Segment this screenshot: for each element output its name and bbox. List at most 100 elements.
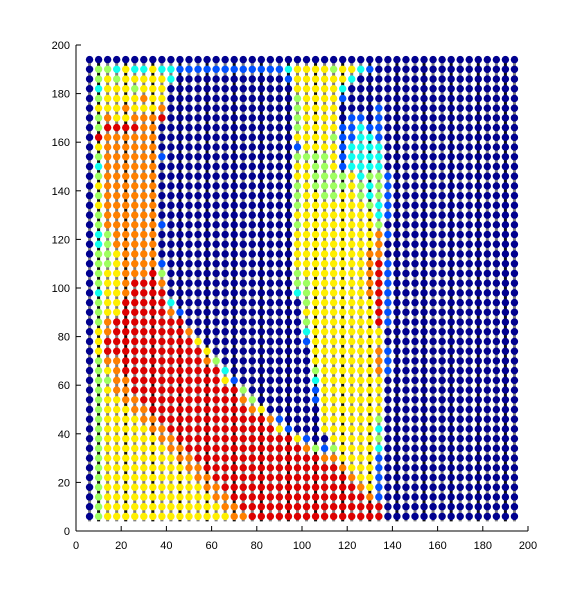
- data-point: [321, 114, 328, 121]
- data-point: [258, 231, 265, 238]
- x-tick-label: 180: [474, 540, 492, 552]
- data-point: [95, 260, 102, 267]
- data-point: [167, 318, 174, 325]
- data-point: [194, 435, 201, 442]
- data-point: [402, 396, 409, 403]
- data-point: [393, 367, 400, 374]
- data-point: [457, 270, 464, 277]
- data-point: [122, 357, 129, 364]
- data-point: [466, 114, 473, 121]
- data-point: [149, 163, 156, 170]
- data-point: [357, 143, 364, 150]
- data-point: [113, 299, 120, 306]
- data-point: [140, 173, 147, 180]
- data-point: [312, 484, 319, 491]
- data-point: [221, 464, 228, 471]
- data-point: [475, 464, 482, 471]
- data-point: [140, 454, 147, 461]
- data-point: [321, 454, 328, 461]
- data-point: [321, 299, 328, 306]
- data-point: [276, 163, 283, 170]
- data-point: [484, 192, 491, 199]
- data-point: [104, 153, 111, 160]
- data-point: [357, 445, 364, 452]
- data-point: [321, 211, 328, 218]
- data-point: [140, 163, 147, 170]
- data-point: [366, 163, 373, 170]
- data-point: [393, 357, 400, 364]
- data-point: [176, 260, 183, 267]
- data-point: [312, 56, 319, 63]
- data-point: [158, 347, 165, 354]
- data-point: [420, 241, 427, 248]
- data-point: [149, 279, 156, 286]
- data-point: [366, 454, 373, 461]
- data-point: [194, 425, 201, 432]
- data-point: [411, 318, 418, 325]
- data-point: [493, 513, 500, 520]
- data-point: [294, 114, 301, 121]
- data-point: [366, 318, 373, 325]
- data-point: [185, 513, 192, 520]
- data-point: [203, 250, 210, 257]
- data-point: [258, 241, 265, 248]
- data-point: [231, 279, 238, 286]
- data-point: [511, 192, 518, 199]
- x-tick-label: 40: [160, 540, 172, 552]
- data-point: [393, 396, 400, 403]
- data-point: [249, 153, 256, 160]
- data-point: [375, 377, 382, 384]
- data-point: [113, 454, 120, 461]
- data-point: [321, 338, 328, 345]
- data-point: [131, 192, 138, 199]
- data-point: [212, 425, 219, 432]
- data-point: [167, 474, 174, 481]
- data-point: [140, 416, 147, 423]
- data-point: [312, 474, 319, 481]
- data-point: [185, 153, 192, 160]
- data-point: [212, 396, 219, 403]
- data-point: [339, 406, 346, 413]
- data-point: [140, 56, 147, 63]
- data-point: [294, 241, 301, 248]
- data-point: [149, 425, 156, 432]
- data-point: [104, 211, 111, 218]
- data-point: [294, 289, 301, 296]
- data-point: [285, 153, 292, 160]
- data-point: [86, 513, 93, 520]
- data-point: [321, 153, 328, 160]
- data-point: [484, 357, 491, 364]
- data-point: [384, 56, 391, 63]
- data-point: [258, 377, 265, 384]
- data-point: [203, 270, 210, 277]
- data-point: [95, 192, 102, 199]
- data-point: [294, 503, 301, 510]
- data-point: [140, 299, 147, 306]
- data-point: [457, 163, 464, 170]
- data-point: [258, 484, 265, 491]
- data-point: [339, 289, 346, 296]
- data-point: [312, 338, 319, 345]
- data-point: [502, 289, 509, 296]
- data-point: [285, 396, 292, 403]
- data-point: [312, 95, 319, 102]
- data-point: [348, 299, 355, 306]
- data-point: [212, 104, 219, 111]
- data-point: [312, 124, 319, 131]
- data-point: [149, 241, 156, 248]
- data-point: [429, 250, 436, 257]
- data-point: [457, 192, 464, 199]
- data-point: [457, 386, 464, 393]
- data-point: [113, 396, 120, 403]
- data-point: [95, 289, 102, 296]
- data-point: [484, 377, 491, 384]
- data-point: [240, 211, 247, 218]
- data-point: [447, 357, 454, 364]
- data-point: [466, 445, 473, 452]
- data-point: [339, 338, 346, 345]
- data-point: [393, 289, 400, 296]
- data-point: [86, 454, 93, 461]
- data-point: [375, 182, 382, 189]
- data-point: [194, 95, 201, 102]
- data-point: [330, 357, 337, 364]
